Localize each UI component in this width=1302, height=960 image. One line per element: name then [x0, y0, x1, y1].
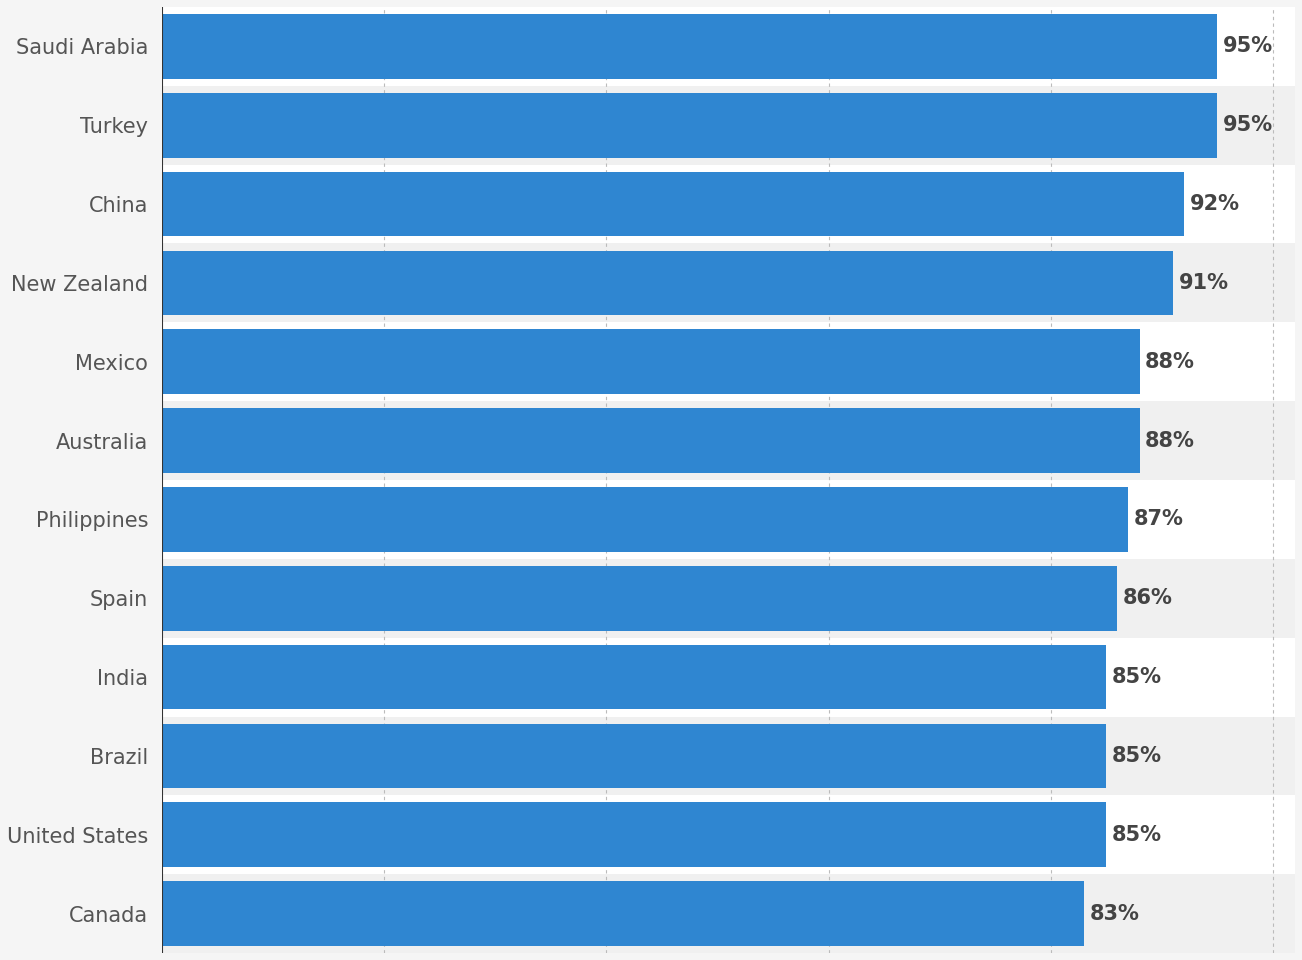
Bar [161, 645, 1107, 709]
Bar [161, 803, 1107, 867]
Bar [161, 401, 1295, 480]
Text: 85%: 85% [1112, 825, 1161, 845]
Bar [161, 487, 1129, 552]
Bar [161, 93, 1217, 157]
Bar [161, 796, 1295, 875]
Bar [161, 566, 1117, 631]
Text: 92%: 92% [1190, 194, 1240, 214]
Text: 95%: 95% [1223, 115, 1273, 135]
Text: 83%: 83% [1090, 903, 1139, 924]
Bar [161, 329, 1139, 394]
Bar [161, 716, 1295, 796]
Bar [161, 881, 1085, 946]
Text: 91%: 91% [1178, 273, 1228, 293]
Bar [161, 14, 1217, 79]
Bar [161, 172, 1184, 236]
Bar [161, 408, 1139, 473]
Text: 86%: 86% [1122, 588, 1173, 609]
Text: 95%: 95% [1223, 36, 1273, 57]
Bar [161, 323, 1295, 401]
Text: 88%: 88% [1144, 351, 1195, 372]
Text: 85%: 85% [1112, 746, 1161, 766]
Bar [161, 724, 1107, 788]
Text: 88%: 88% [1144, 431, 1195, 450]
Bar [161, 244, 1295, 323]
Bar [161, 164, 1295, 244]
Text: 85%: 85% [1112, 667, 1161, 687]
Bar [161, 637, 1295, 716]
Bar [161, 875, 1295, 953]
Bar [161, 480, 1295, 559]
Bar [161, 251, 1173, 315]
Bar [161, 559, 1295, 637]
Text: 87%: 87% [1134, 510, 1184, 529]
Bar [161, 85, 1295, 164]
Bar [161, 7, 1295, 85]
